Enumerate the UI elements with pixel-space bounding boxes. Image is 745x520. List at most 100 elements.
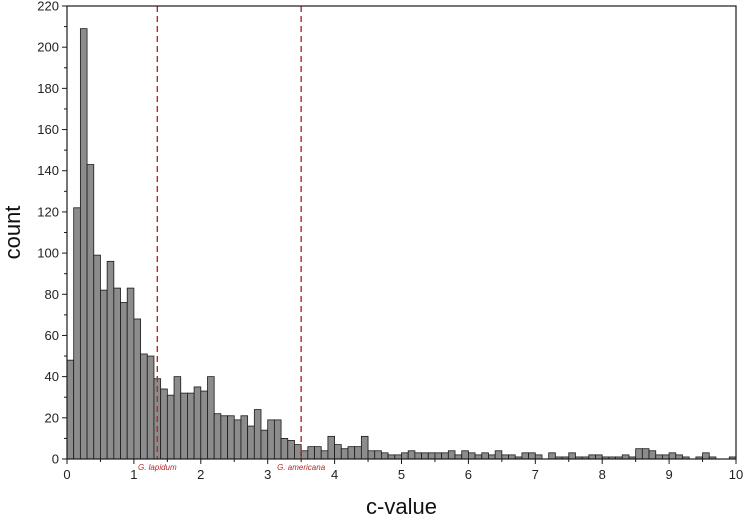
histogram-bar — [300, 450, 309, 460]
histogram-bar — [320, 450, 329, 460]
histogram-bar — [528, 452, 536, 460]
histogram-bar — [227, 415, 235, 460]
y-tick-label: 40 — [45, 369, 59, 384]
histogram-bar — [146, 355, 155, 460]
y-axis-title: count — [0, 206, 25, 260]
histogram-bar — [427, 452, 436, 460]
histogram-bar — [421, 452, 429, 460]
histogram-bar — [220, 415, 228, 460]
histogram-bar — [86, 164, 95, 460]
histogram-bar — [240, 415, 249, 460]
histogram-bar — [534, 454, 543, 460]
x-tick-label: 2 — [197, 467, 204, 482]
x-axis: 0 1 2 3 4 5 6 7 8 9 10 — [63, 459, 743, 482]
histogram-bar — [126, 287, 135, 460]
histogram-bar — [340, 448, 349, 460]
reference-line-label: G. lapidum — [138, 463, 177, 472]
histogram-bar — [193, 386, 202, 460]
histogram-bar — [434, 452, 443, 460]
histogram-bar — [655, 454, 663, 460]
histogram-bar — [213, 413, 222, 460]
histogram-bar — [253, 409, 262, 460]
x-tick-label: 5 — [398, 467, 405, 482]
histogram-bar — [113, 287, 121, 460]
x-tick-label: 7 — [532, 467, 539, 482]
x-tick-label: 8 — [599, 467, 606, 482]
histogram-bar — [414, 452, 422, 460]
histogram-bar — [548, 452, 556, 460]
y-tick-label: 20 — [45, 410, 59, 425]
histogram-bar — [595, 454, 603, 460]
histogram-bar — [662, 454, 670, 460]
histogram-bar — [327, 435, 336, 460]
histogram-bar — [635, 448, 643, 460]
y-tick-label: 200 — [37, 40, 59, 55]
y-tick-label: 100 — [37, 246, 59, 261]
x-tick-label: 10 — [729, 467, 743, 482]
histogram-bar — [521, 452, 530, 460]
histogram-bar — [307, 446, 315, 460]
histogram-bar — [702, 452, 710, 460]
y-tick-label: 140 — [37, 163, 59, 178]
histogram-bar — [374, 450, 382, 460]
histogram-bar — [454, 454, 463, 460]
histogram-bar — [641, 448, 650, 460]
x-tick-label: 0 — [63, 467, 70, 482]
histogram-bar — [260, 429, 269, 460]
histogram-bar — [441, 452, 449, 460]
histogram-bar — [474, 454, 483, 460]
histogram-bar — [160, 388, 168, 460]
histogram-bar — [381, 452, 389, 460]
histogram-bar — [588, 454, 596, 460]
x-tick-label: 4 — [331, 467, 338, 482]
histogram-bar — [334, 444, 342, 460]
histogram-bar — [140, 353, 148, 460]
histogram-bar — [100, 289, 108, 460]
histogram-bar — [133, 318, 141, 460]
bars-group — [66, 28, 737, 460]
histogram-bar — [494, 450, 503, 460]
histogram-bar — [166, 394, 175, 460]
histogram-bar — [481, 452, 489, 460]
reference-line-label: G. americana — [277, 463, 326, 472]
histogram-bar — [180, 392, 188, 460]
histogram-bar — [675, 454, 683, 460]
y-axis: 0 20 40 60 80 100 120 140 160 180 200 220 — [37, 0, 67, 467]
histogram-bar — [508, 454, 516, 460]
histogram-bar — [394, 454, 402, 460]
histogram-bar — [668, 452, 677, 460]
histogram-bar — [173, 376, 182, 460]
histogram-bar — [280, 438, 289, 460]
histogram-bar — [120, 302, 128, 460]
histogram-bar — [66, 359, 75, 460]
histogram-bar — [354, 446, 362, 460]
x-tick-label: 3 — [264, 467, 271, 482]
histogram-bar — [106, 260, 115, 460]
histogram-bar — [233, 419, 242, 460]
histogram-bar — [93, 254, 101, 460]
histogram-bar — [200, 390, 208, 460]
y-tick-label: 180 — [37, 81, 59, 96]
histogram-bar — [360, 435, 369, 460]
histogram-bar — [207, 376, 215, 460]
histogram-bar — [347, 446, 356, 460]
x-tick-label: 1 — [130, 467, 137, 482]
y-tick-label: 160 — [37, 122, 59, 137]
histogram-bar — [401, 452, 409, 460]
histogram-bar — [461, 450, 469, 460]
histogram-bar — [621, 454, 630, 460]
histogram-bar — [73, 207, 81, 460]
histogram-bar — [247, 425, 255, 460]
y-tick-label: 120 — [37, 204, 59, 219]
histogram-bar — [294, 444, 302, 460]
reference-lines: G. lapidum G. americana — [138, 6, 326, 472]
histogram-bar — [407, 450, 416, 460]
histogram-bar — [568, 452, 576, 460]
y-tick-label: 80 — [45, 287, 59, 302]
histogram-bar — [648, 450, 657, 460]
histogram-bar — [273, 419, 282, 460]
histogram-bar — [467, 452, 476, 460]
histogram-bar — [267, 419, 275, 460]
x-tick-label: 6 — [465, 467, 472, 482]
